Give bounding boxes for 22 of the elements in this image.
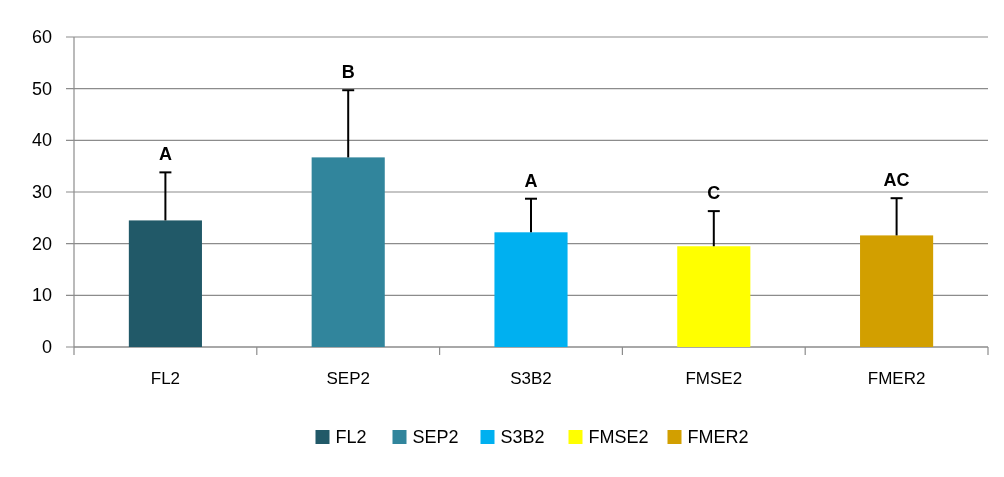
x-tick-label: S3B2 xyxy=(510,368,552,388)
legend-label: FL2 xyxy=(335,427,367,447)
y-tick-label: 30 xyxy=(31,182,52,202)
x-tick-label: FMSE2 xyxy=(685,368,743,388)
annotation: AC xyxy=(883,170,910,191)
y-tick-label: 10 xyxy=(31,285,52,306)
annotation: B xyxy=(341,62,355,83)
y-tick-label: 0 xyxy=(41,337,52,357)
x-tick-label: FL2 xyxy=(150,368,181,388)
y-tick-label: 50 xyxy=(31,78,52,99)
y-tick-label: 60 xyxy=(31,27,52,47)
legend-label: SEP2 xyxy=(412,427,459,447)
y-tick-label: 40 xyxy=(31,130,52,151)
annotation: A xyxy=(524,170,538,191)
x-tick-label: SEP2 xyxy=(326,368,370,388)
legend-label: FMER2 xyxy=(687,427,749,447)
x-tick-label: FMER2 xyxy=(867,368,926,388)
y-tick-label: 20 xyxy=(31,233,52,254)
annotation: A xyxy=(158,144,172,165)
legend-label: S3B2 xyxy=(500,427,545,447)
legend-label: FMSE2 xyxy=(588,427,649,447)
annotation: C xyxy=(707,183,721,204)
